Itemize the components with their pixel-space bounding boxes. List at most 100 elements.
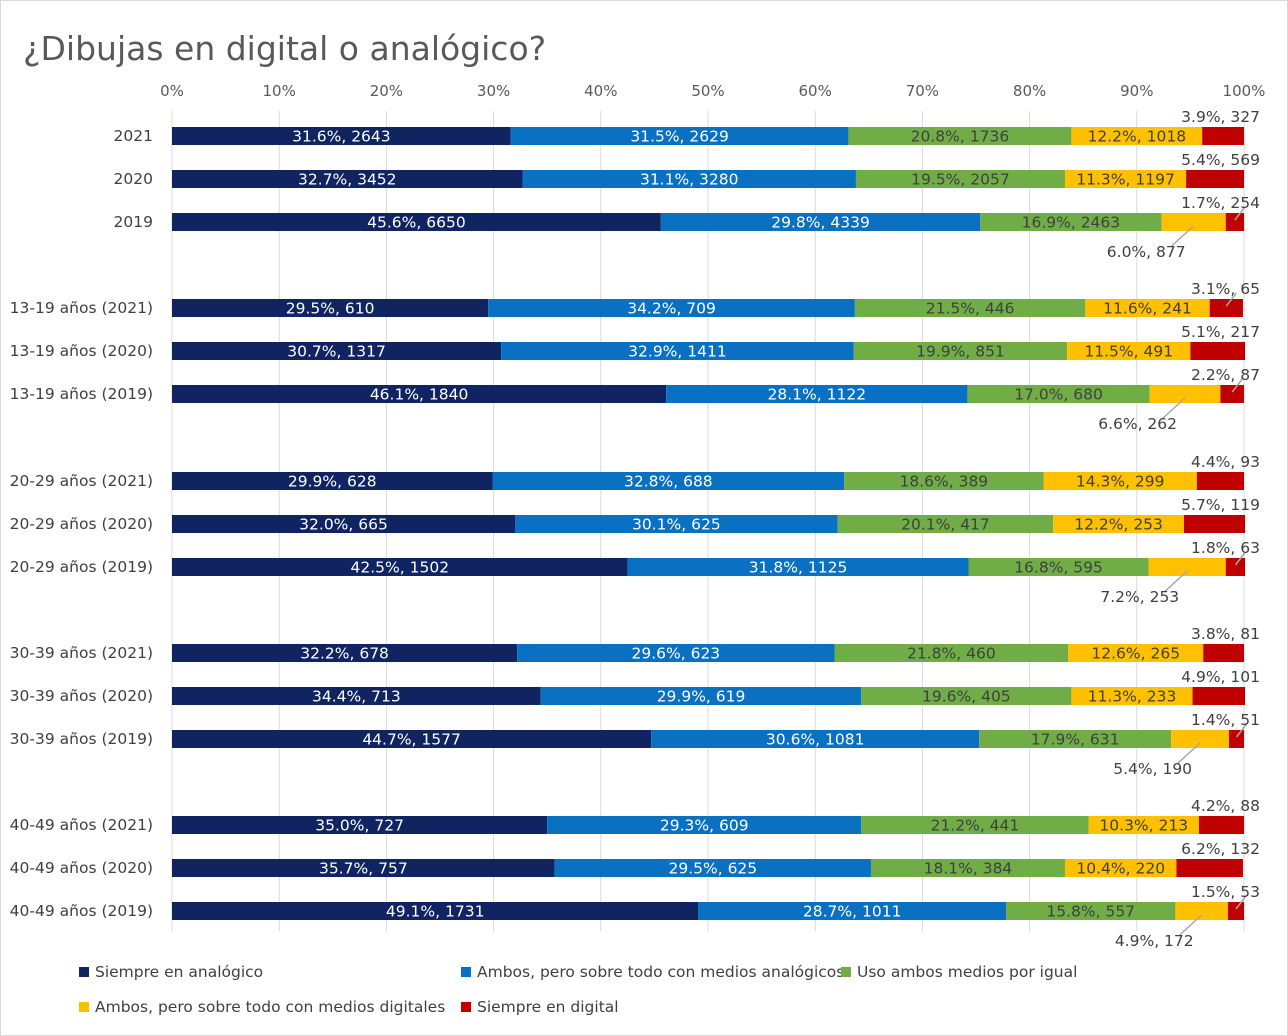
data-label: 21.5%, 446 xyxy=(926,300,1015,318)
data-label: 6.0%, 877 xyxy=(1107,243,1186,261)
data-label: 10.3%, 213 xyxy=(1099,817,1188,835)
data-label: 28.7%, 1011 xyxy=(803,903,902,921)
data-label: 17.0%, 680 xyxy=(1014,386,1103,404)
data-label: 10.4%, 220 xyxy=(1076,860,1165,878)
data-label: 5.4%, 569 xyxy=(1181,151,1260,169)
bar-segment xyxy=(834,644,1069,662)
bar-segment xyxy=(660,213,981,231)
data-label: 49.1%, 1731 xyxy=(386,903,485,921)
data-label: 32.8%, 688 xyxy=(624,473,713,491)
bar-segment xyxy=(1175,902,1228,920)
x-tick-label: 10% xyxy=(263,82,296,100)
x-tick-label: 0% xyxy=(160,82,184,100)
bar-segment xyxy=(172,299,489,317)
data-label: 5.1%, 217 xyxy=(1181,323,1260,341)
data-label: 29.5%, 625 xyxy=(668,860,757,878)
data-label: 18.6%, 389 xyxy=(899,473,988,491)
data-label: 29.3%, 609 xyxy=(660,817,749,835)
leader-line xyxy=(1234,206,1246,221)
bar-segment xyxy=(1171,730,1229,748)
category-label: 20-29 años (2021) xyxy=(10,472,153,490)
data-label: 5.7%, 119 xyxy=(1181,496,1260,514)
data-label: 30.1%, 625 xyxy=(632,516,721,534)
data-label: 16.9%, 2463 xyxy=(1022,214,1121,232)
data-label: 3.1%, 65 xyxy=(1191,280,1260,298)
data-label: 17.9%, 631 xyxy=(1031,731,1120,749)
bar-segment xyxy=(488,299,855,317)
bar-segment xyxy=(627,558,969,576)
data-label: 20.8%, 1736 xyxy=(911,128,1010,146)
data-label: 19.5%, 2057 xyxy=(911,171,1010,189)
bar-segment xyxy=(172,170,523,188)
data-label: 32.2%, 678 xyxy=(300,645,389,663)
bar-segment xyxy=(861,816,1089,834)
bar-segment xyxy=(172,472,493,490)
bar-segment xyxy=(1053,515,1184,533)
category-label: 13-19 años (2021) xyxy=(10,299,153,317)
data-label: 34.4%, 713 xyxy=(312,688,401,706)
bar-segment xyxy=(1071,127,1203,145)
x-tick-label: 40% xyxy=(584,82,617,100)
leader-line xyxy=(1171,225,1195,247)
data-label: 29.9%, 628 xyxy=(288,473,377,491)
data-label: 32.7%, 3452 xyxy=(298,171,397,189)
data-label: 31.1%, 3280 xyxy=(640,171,739,189)
bar-segment xyxy=(854,299,1086,317)
bar-segment xyxy=(1161,213,1226,231)
bar-segment xyxy=(844,472,1044,490)
bar-segment xyxy=(1186,170,1244,188)
data-label: 1.4%, 51 xyxy=(1191,711,1260,729)
bar-segment xyxy=(853,342,1068,360)
category-label: 13-19 años (2019) xyxy=(10,385,153,403)
bar-segment xyxy=(1006,902,1176,920)
bar-segment xyxy=(1192,687,1246,705)
data-label: 16.8%, 595 xyxy=(1014,559,1103,577)
bar-segment xyxy=(1088,816,1199,834)
data-label: 34.2%, 709 xyxy=(627,300,716,318)
bar-segment xyxy=(861,687,1072,705)
category-label: 40-49 años (2019) xyxy=(10,902,153,920)
bar-segment xyxy=(968,558,1149,576)
x-tick-label: 80% xyxy=(1013,82,1046,100)
bar-segment xyxy=(172,730,652,748)
data-label: 31.6%, 2643 xyxy=(292,128,391,146)
x-tick-label: 60% xyxy=(799,82,832,100)
bar-segment xyxy=(554,859,871,877)
data-label: 11.5%, 491 xyxy=(1084,343,1173,361)
bar-segment xyxy=(172,859,555,877)
data-label: 12.2%, 253 xyxy=(1074,516,1163,534)
bar-segment xyxy=(1225,213,1244,231)
data-label: 12.2%, 1018 xyxy=(1088,128,1187,146)
bar-segment xyxy=(1225,558,1246,576)
bar-segment xyxy=(848,127,1072,145)
data-label: 15.8%, 557 xyxy=(1046,903,1135,921)
data-label: 42.5%, 1502 xyxy=(351,559,450,577)
bar-segment xyxy=(1148,558,1226,576)
data-label: 45.6%, 6650 xyxy=(367,214,466,232)
data-label: 5.4%, 190 xyxy=(1113,760,1192,778)
bar-segment xyxy=(172,127,511,145)
bar-segment xyxy=(1176,859,1243,877)
data-label: 21.2%, 441 xyxy=(931,817,1020,835)
data-label: 18.1%, 384 xyxy=(924,860,1013,878)
leader-line xyxy=(1234,551,1247,566)
bar-segment xyxy=(1071,687,1193,705)
bar-segment xyxy=(172,213,661,231)
bar-segment xyxy=(172,902,699,920)
bar-segment xyxy=(1198,816,1244,834)
bar-segment xyxy=(1203,644,1244,662)
bar-segment xyxy=(967,385,1150,403)
bar-segment xyxy=(172,687,541,705)
data-label: 2.2%, 87 xyxy=(1191,366,1260,384)
bar-segment xyxy=(980,213,1162,231)
x-tick-label: 100% xyxy=(1223,82,1266,100)
data-label: 3.8%, 81 xyxy=(1191,625,1260,643)
category-label: 2020 xyxy=(114,170,153,188)
data-label: 1.5%, 53 xyxy=(1191,883,1260,901)
data-label: 44.7%, 1577 xyxy=(362,731,461,749)
data-label: 7.2%, 253 xyxy=(1100,588,1179,606)
category-label: 2021 xyxy=(114,127,153,145)
data-label: 29.9%, 619 xyxy=(657,688,746,706)
category-label: 20-29 años (2020) xyxy=(10,515,153,533)
